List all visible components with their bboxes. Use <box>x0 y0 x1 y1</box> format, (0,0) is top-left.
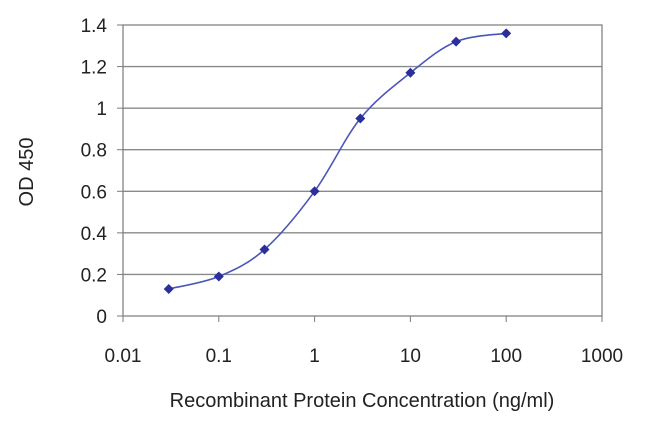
data-point <box>309 186 320 197</box>
data-point <box>405 67 416 78</box>
x-axis-label: Recombinant Protein Concentration (ng/ml… <box>170 390 555 412</box>
data-point <box>163 283 174 294</box>
x-axis-ticks: 0.01 0.1 1 10 100 1000 <box>105 316 623 367</box>
data-point <box>451 36 462 47</box>
y-tick-label: 1.4 <box>81 16 108 37</box>
y-axis-ticks: 0 0.2 0.4 0.6 0.8 1 1.2 1.4 <box>81 16 123 328</box>
y-tick-label: 0 <box>96 307 107 328</box>
x-tick-label: 1 <box>309 346 320 367</box>
y-axis-label: OD 450 <box>16 138 38 207</box>
x-tick-label: 0.1 <box>206 346 232 367</box>
data-point <box>259 244 270 255</box>
data-points <box>163 28 512 294</box>
x-tick-label: 10 <box>400 346 421 367</box>
y-tick-label: 1 <box>96 99 107 120</box>
data-point <box>213 271 224 282</box>
y-tick-label: 1.2 <box>81 58 107 79</box>
data-point <box>501 28 512 39</box>
x-tick-label: 0.01 <box>105 346 142 367</box>
grid-lines <box>123 65 602 276</box>
y-tick-label: 0.2 <box>81 265 107 286</box>
y-tick-label: 0.6 <box>81 182 107 203</box>
plot-area-frame <box>122 24 603 317</box>
y-tick-label: 0.4 <box>81 224 108 245</box>
series-curve <box>168 32 507 290</box>
x-tick-label: 1000 <box>581 346 623 367</box>
x-tick-label: 100 <box>490 346 522 367</box>
data-point <box>355 113 366 124</box>
y-tick-label: 0.8 <box>81 141 107 162</box>
